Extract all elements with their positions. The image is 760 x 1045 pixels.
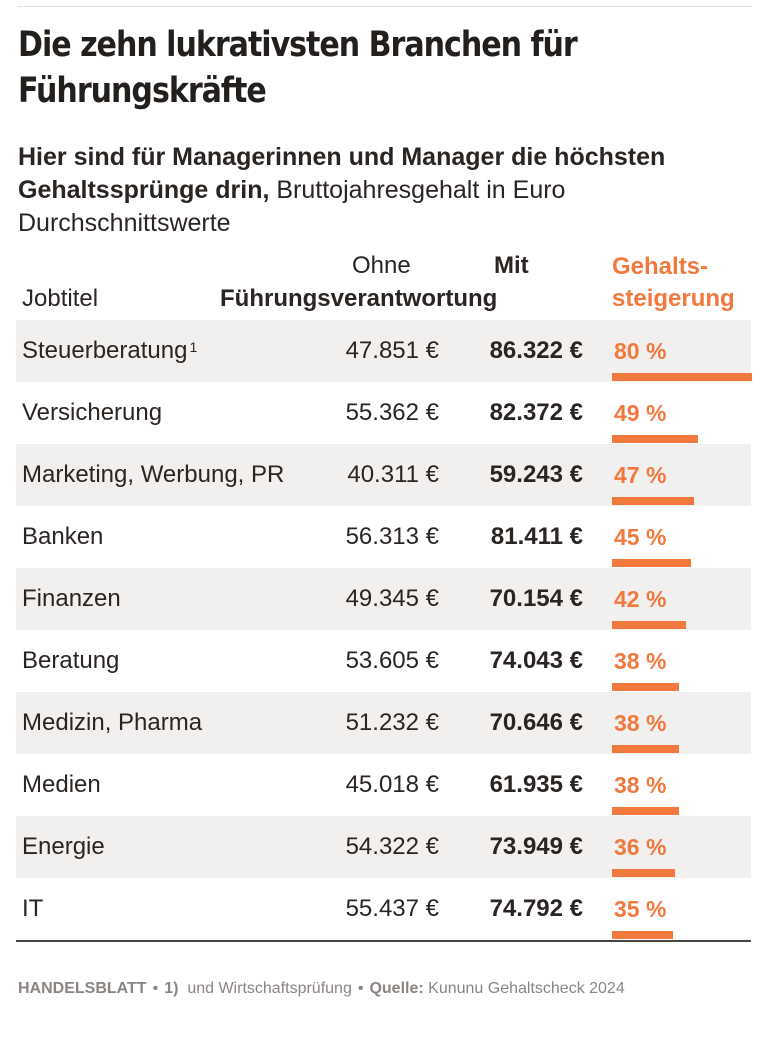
table-row: Energie 54.322 € 73.949 € 36 % [16, 816, 751, 878]
footnote-marker: 1 [189, 339, 198, 355]
increase-bar [612, 931, 674, 939]
job-title-cell: Versicherung [22, 398, 162, 428]
subtitle-line2: Durchschnittswerte [18, 209, 231, 237]
increase-label: 38 % [614, 648, 667, 674]
salary-ohne-cell: 55.437 € [345, 895, 439, 922]
salary-mit-cell: 82.372 € [489, 399, 583, 426]
chart-title: Die zehn lukrativsten Branchen für Führu… [18, 25, 578, 111]
salary-mit-cell: 74.792 € [489, 895, 583, 922]
job-title-text: Finanzen [22, 585, 121, 612]
table-row: Marketing, Werbung, PR 40.311 € 59.243 € 47… [16, 444, 751, 506]
increase-label: 38 % [614, 710, 667, 736]
table-row: Versicherung 55.362 € 82.372 € 49 % [16, 382, 751, 444]
job-title-cell: Marketing, Werbung, PR [22, 460, 284, 490]
job-title-text: Versicherung [22, 399, 163, 426]
job-title-cell: Steuerberatung 1 [22, 336, 197, 366]
salary-mit-cell: 81.411 € [490, 523, 583, 550]
increase-bar [612, 497, 695, 505]
increase-bar [612, 435, 698, 443]
increase-bar [612, 683, 679, 691]
table-row: Beratung 53.605 € 74.043 € 38 % [16, 630, 751, 692]
job-title-cell: Medizin, Pharma [22, 708, 202, 738]
increase-bar [612, 559, 691, 567]
increase-label: 45 % [614, 524, 667, 550]
salary-mit-cell: 86.322 € [489, 337, 583, 364]
increase-bar [612, 869, 675, 877]
salary-mit-cell: 70.646 € [489, 709, 583, 736]
table-row: IT 55.437 € 74.792 € 35 % [16, 878, 751, 940]
footer-bullet-2: • [357, 980, 364, 997]
subtitle-bold: Hier sind für Managerinnen und Manager d… [18, 143, 666, 204]
increase-label: 42 % [614, 586, 667, 612]
job-title-cell: Energie [22, 832, 105, 862]
job-title-text: Marketing, Werbung, PR [22, 461, 285, 488]
increase-label: 35 % [614, 896, 667, 922]
salary-table: Steuerberatung 1 47.851 € 86.322 € 80 % Versi… [16, 320, 752, 940]
salary-ohne-cell: 51.232 € [345, 709, 439, 736]
job-title-cell: Medien [22, 770, 101, 800]
footer-note-text: und Wirtschaftsprüfung [187, 980, 352, 997]
job-title-text: Steuerberatung [22, 337, 188, 364]
table-bottom-rule [16, 940, 751, 942]
increase-bar [612, 807, 679, 815]
table-row: Medien 45.018 € 61.935 € 38 % [16, 754, 751, 816]
table-row: Steuerberatung 1 47.851 € 86.322 € 80 % [16, 320, 752, 382]
job-title-text: Medizin, Pharma [22, 709, 203, 736]
subtitle-rest: Bruttojahresgehalt in Euro [269, 176, 566, 204]
salary-ohne-cell: 45.018 € [345, 771, 439, 798]
salary-ohne-cell: 47.851 € [345, 337, 439, 364]
job-title-text: Banken [22, 523, 104, 550]
header-gehaltssteigerung-line1: Gehalts- [612, 253, 709, 280]
increase-bar [612, 621, 686, 629]
increase-label: 80 % [614, 338, 667, 364]
salary-ohne-cell: 54.322 € [345, 833, 439, 860]
salary-ohne-cell: 53.605 € [345, 647, 439, 674]
salary-mit-cell: 70.154 € [489, 585, 583, 612]
salary-mit-cell: 74.043 € [489, 647, 583, 674]
footer-source-label: Quelle: [369, 980, 424, 997]
top-divider [18, 6, 752, 7]
salary-ohne-cell: 49.345 € [345, 585, 439, 612]
salary-mit-cell: 59.243 € [489, 461, 583, 488]
job-title-cell: IT [22, 894, 43, 924]
footer-bullet-1: • [152, 980, 159, 997]
salary-ohne-cell: 56.313 € [345, 523, 439, 550]
increase-bar [612, 373, 752, 381]
job-title-cell: Beratung [22, 646, 119, 676]
job-title-cell: Finanzen [22, 584, 121, 614]
header-fuehrungsverantwortung: Führungsverantwortung [220, 285, 498, 312]
header-jobtitel: Jobtitel [22, 285, 99, 312]
table-row: Medizin, Pharma 51.232 € 70.646 € 38 % [16, 692, 751, 754]
job-title-text: Beratung [22, 647, 120, 674]
header-gehaltssteigerung: Gehalts- steigerung [612, 251, 735, 315]
job-title-cell: Banken [22, 522, 103, 552]
salary-ohne-cell: 40.311 € [347, 461, 439, 488]
salary-mit-cell: 61.935 € [489, 771, 583, 798]
table-row: Finanzen 49.345 € 70.154 € 42 % [16, 568, 751, 630]
increase-label: 49 % [614, 400, 667, 426]
footer: HANDELSBLATT • 1) und Wirtschaftsprüfung • Q… [18, 980, 625, 998]
table-row: Banken 56.313 € 81.411 € 45 % [16, 506, 751, 568]
salary-ohne-cell: 55.362 € [345, 399, 439, 426]
increase-bar [612, 745, 679, 753]
header-mit: Mit [494, 252, 529, 279]
footer-note-number: 1) [164, 980, 179, 997]
footer-brand: HANDELSBLATT [18, 980, 147, 997]
job-title-text: IT [22, 895, 44, 922]
job-title-text: Medien [22, 771, 101, 798]
job-title-text: Energie [22, 833, 105, 860]
increase-label: 38 % [614, 772, 667, 798]
header-ohne: Ohne [352, 252, 411, 279]
increase-label: 36 % [614, 834, 667, 860]
header-gehaltssteigerung-line2: steigerung [612, 285, 735, 312]
salary-mit-cell: 73.949 € [489, 833, 583, 860]
footer-source-text: Kununu Gehaltscheck 2024 [428, 980, 625, 997]
increase-label: 47 % [614, 462, 667, 488]
chart-subtitle: Hier sind für Managerinnen und Manager d… [18, 141, 753, 240]
